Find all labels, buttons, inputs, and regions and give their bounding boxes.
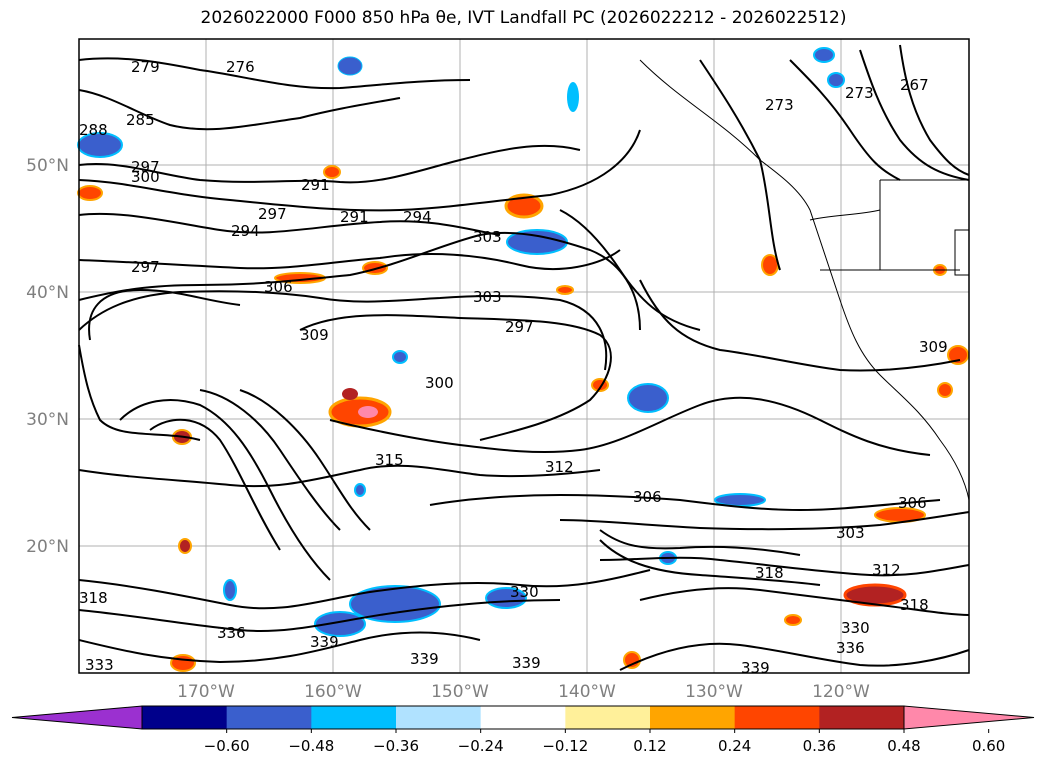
colorbar-tick-label: −0.36	[373, 737, 419, 755]
contour-label: 339	[410, 650, 439, 668]
colorbar-tick-label: −0.12	[542, 737, 588, 755]
contour-label: 333	[85, 656, 114, 674]
contour-label: 339	[741, 659, 770, 677]
colorbar-extend-high	[903, 705, 1035, 730]
contour-label: 273	[845, 84, 874, 102]
contour-label: 303	[473, 288, 502, 306]
contour-label: 339	[310, 633, 339, 651]
contour-labels: 279 276 285 288 297 300 291 294 297 291 …	[79, 58, 948, 677]
contour-label: 291	[340, 208, 369, 226]
colorbar-bin	[142, 706, 228, 729]
plot-area	[77, 38, 970, 674]
lat-label-30n: 30°N	[26, 410, 69, 430]
contour-label: 303	[836, 524, 865, 542]
contour-label: 306	[898, 494, 927, 512]
colorbar-bin	[819, 706, 905, 729]
gridlines	[79, 39, 969, 673]
lon-label-130w: 130°W	[685, 682, 743, 702]
contour-label: 294	[403, 208, 432, 226]
colorbar-bin	[650, 706, 736, 729]
colorbar-bin	[226, 706, 312, 729]
map-title: 2026022000 F000 850 hPa θe, IVT Landfall…	[200, 8, 847, 28]
colorbar-tick-label: −0.24	[458, 737, 504, 755]
contour-label: 267	[900, 76, 929, 94]
colorbar-outline	[141, 705, 905, 730]
contour-label: 318	[755, 564, 784, 582]
contour-label: 285	[126, 111, 155, 129]
latitude-labels: 50°N 40°N 30°N 20°N	[26, 156, 69, 557]
contour-label: 336	[217, 624, 246, 642]
colorbar-tick-label: 0.60	[972, 737, 1005, 755]
contour-label: 312	[872, 561, 901, 579]
contour-label: 300	[131, 168, 160, 186]
lon-label-160w: 160°W	[304, 682, 362, 702]
contour-label: 315	[375, 451, 404, 469]
ivt-shading	[77, 47, 969, 672]
colorbar-bin	[480, 706, 566, 729]
colorbar-tick-label: −0.48	[288, 737, 334, 755]
colorbar: −0.60 −0.48 −0.36 −0.24 −0.12 0.12 0.24 0.36 0.4…	[11, 705, 1035, 755]
contour-label: 336	[836, 639, 865, 657]
colorbar-bin	[311, 706, 397, 729]
contour-label: 306	[264, 278, 293, 296]
contour-label: 273	[765, 96, 794, 114]
contour-label: 318	[900, 596, 929, 614]
contour-label: 309	[919, 338, 948, 356]
contour-label: 294	[231, 222, 260, 240]
contour-label: 279	[131, 58, 160, 76]
colorbar-bin	[565, 706, 651, 729]
lon-label-120w: 120°W	[812, 682, 870, 702]
longitude-labels: 170°W 160°W 150°W 140°W 130°W 120°W	[177, 682, 870, 702]
contour-label: 306	[633, 488, 662, 506]
contour-label: 312	[545, 458, 574, 476]
colorbar-tick-label: −0.60	[204, 737, 250, 755]
theta-e-contours	[78, 44, 970, 671]
lon-label-150w: 150°W	[431, 682, 489, 702]
lat-label-40n: 40°N	[26, 283, 69, 303]
contour-label: 318	[79, 589, 108, 607]
contour-label: 288	[79, 121, 108, 139]
lon-label-140w: 140°W	[558, 682, 616, 702]
contour-label: 339	[512, 654, 541, 672]
lon-label-170w: 170°W	[177, 682, 235, 702]
colorbar-tick-label: 0.24	[718, 737, 751, 755]
contour-label: 309	[300, 326, 329, 344]
colorbar-tick-label: 0.48	[887, 737, 920, 755]
colorbar-bin	[396, 706, 482, 729]
contour-label: 303	[473, 228, 502, 246]
colorbar-extend-low	[11, 705, 143, 730]
contour-label: 297	[505, 318, 534, 336]
lat-label-20n: 20°N	[26, 537, 69, 557]
colorbar-tick-label: 0.36	[803, 737, 836, 755]
contour-label: 297	[258, 205, 287, 223]
contour-label: 330	[510, 583, 539, 601]
lat-label-50n: 50°N	[26, 156, 69, 176]
contour-label: 297	[131, 158, 160, 176]
contour-label: 276	[226, 58, 255, 76]
contour-label: 300	[425, 374, 454, 392]
contour-label: 330	[841, 619, 870, 637]
contour-label: 297	[131, 258, 160, 276]
contour-label: 291	[301, 176, 330, 194]
colorbar-bin	[734, 706, 820, 729]
colorbar-tick-label: 0.12	[633, 737, 666, 755]
